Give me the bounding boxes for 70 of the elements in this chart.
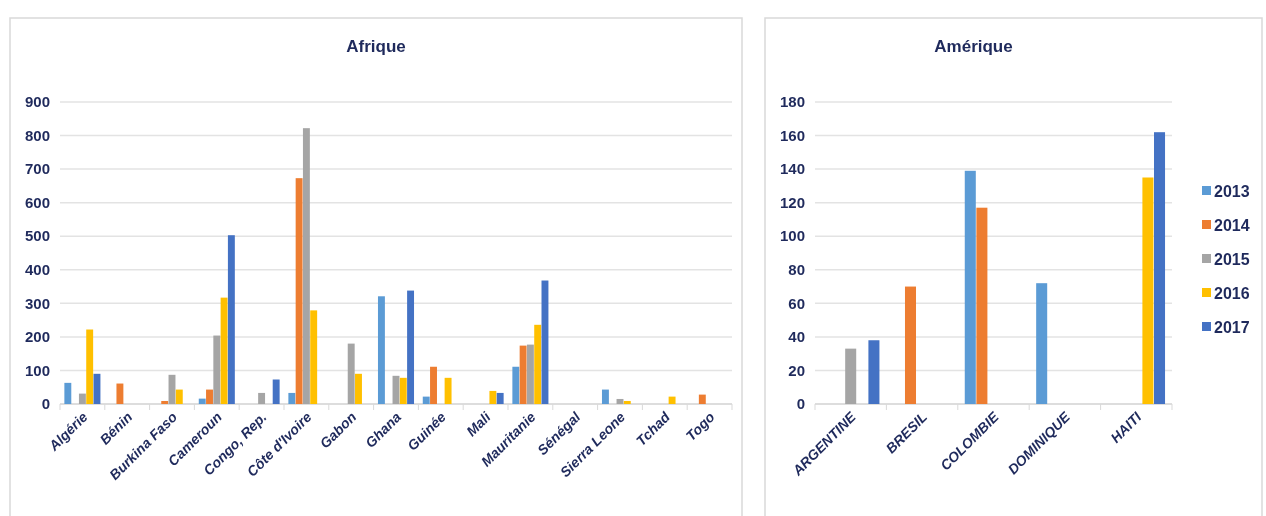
y-tick-label: 0 (41, 395, 50, 413)
bar (868, 340, 880, 404)
chart-title: Afrique (346, 37, 406, 56)
bar (512, 366, 520, 404)
legend-label: 2015 (1214, 250, 1250, 268)
bar (64, 382, 72, 404)
chart-title: Amérique (934, 37, 1013, 56)
y-tick-label: 400 (24, 261, 50, 279)
bar (206, 389, 213, 404)
bar (295, 178, 303, 404)
bar (310, 310, 318, 404)
bar (526, 344, 534, 404)
bar (489, 390, 497, 404)
bar (78, 393, 86, 404)
bar (377, 296, 385, 404)
bar (227, 235, 235, 404)
bar (198, 398, 206, 404)
y-tick-label: 800 (24, 126, 50, 144)
bar (623, 400, 631, 404)
bar (422, 396, 430, 404)
bar (355, 373, 362, 404)
bar (1142, 177, 1154, 404)
bar (116, 383, 124, 404)
legend-label: 2016 (1214, 284, 1250, 302)
legend-label: 2013 (1214, 182, 1250, 200)
y-tick-label: 120 (779, 193, 805, 211)
y-tick-label: 200 (24, 328, 50, 346)
bar (964, 170, 976, 404)
y-tick-label: 700 (24, 160, 50, 178)
y-tick-label: 140 (779, 160, 805, 178)
y-tick-label: 900 (24, 93, 50, 111)
bar (175, 389, 183, 404)
bar (976, 207, 988, 404)
bar (1036, 283, 1048, 404)
bar (161, 400, 169, 404)
y-tick-label: 100 (24, 361, 50, 379)
y-tick-label: 60 (788, 294, 805, 312)
bar (347, 343, 355, 404)
y-tick-label: 40 (788, 328, 805, 346)
legend-label: 2017 (1214, 318, 1250, 336)
y-tick-label: 500 (24, 227, 50, 245)
bar (1154, 132, 1166, 404)
bar (302, 128, 310, 404)
bar (444, 377, 452, 404)
bar (220, 297, 228, 404)
bar (845, 348, 857, 404)
bar (86, 329, 94, 404)
bar (668, 396, 676, 404)
bar (213, 335, 221, 404)
y-tick-label: 0 (796, 395, 805, 413)
y-tick-label: 180 (779, 93, 805, 111)
y-tick-label: 160 (779, 126, 805, 144)
bar (601, 389, 609, 404)
bar (519, 345, 527, 404)
bar (272, 379, 280, 404)
bar (698, 394, 706, 404)
y-tick-label: 20 (788, 361, 805, 379)
y-tick-label: 100 (779, 227, 805, 245)
bar (407, 290, 415, 404)
bar (496, 392, 504, 404)
bar (430, 366, 437, 404)
bar (399, 377, 407, 404)
bar (904, 286, 917, 404)
y-tick-label: 80 (788, 261, 805, 279)
bar (288, 392, 296, 404)
bar (534, 324, 542, 404)
bar (258, 392, 266, 404)
legend-label: 2014 (1214, 216, 1250, 234)
y-tick-label: 600 (24, 193, 50, 211)
y-tick-label: 300 (24, 294, 50, 312)
